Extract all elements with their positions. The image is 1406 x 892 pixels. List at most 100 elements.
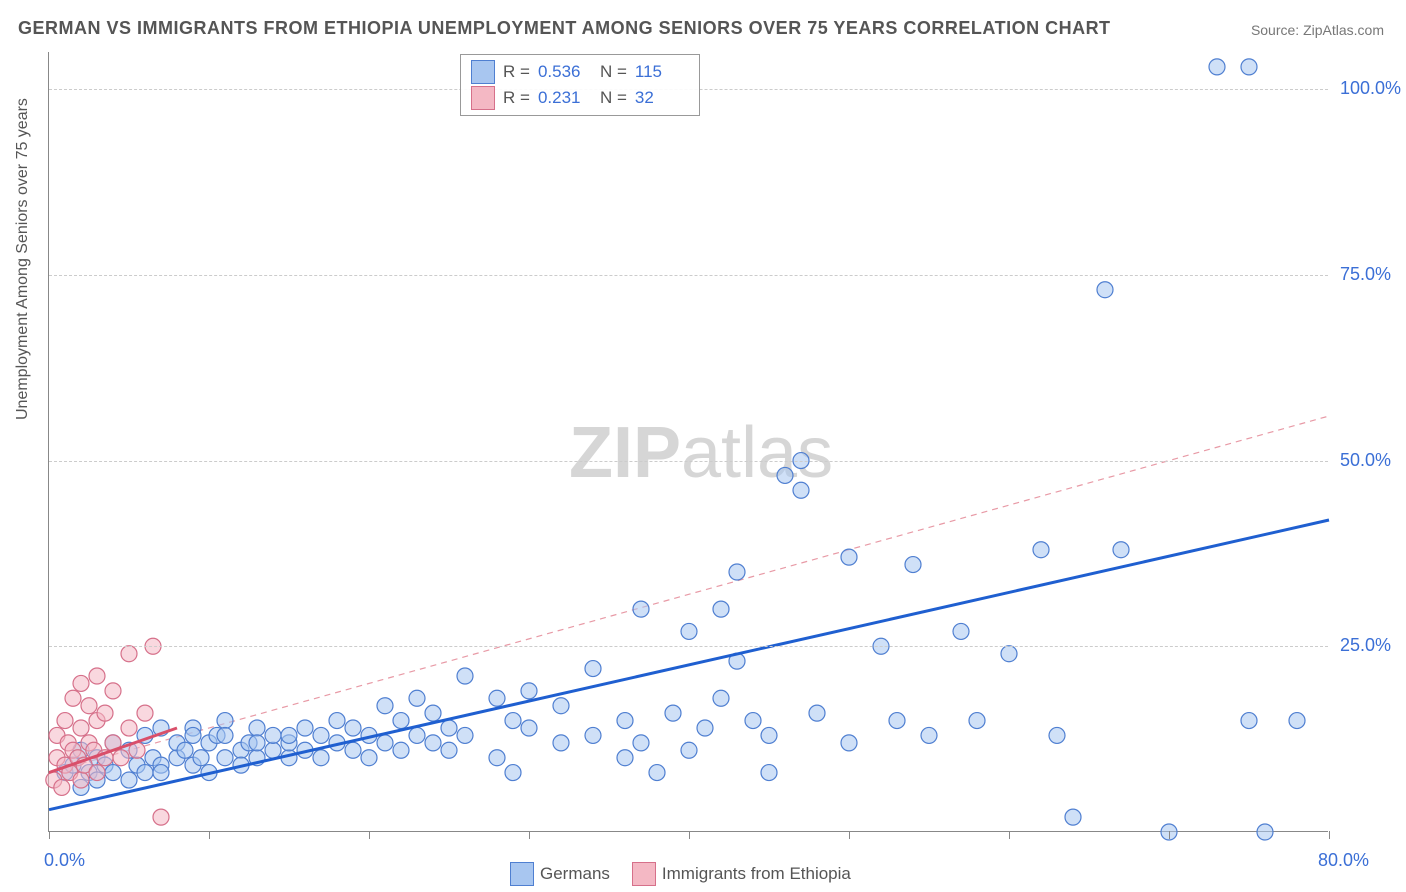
y-tick-25: 25.0% [1340,635,1391,656]
plot-area: ZIPatlas [48,52,1328,832]
data-point [393,713,409,729]
data-point [377,698,393,714]
data-point [297,720,313,736]
y-tick-50: 50.0% [1340,450,1391,471]
data-point [54,779,70,795]
data-point [761,765,777,781]
data-point [553,698,569,714]
data-point [73,772,89,788]
data-point [89,765,105,781]
data-point [1241,713,1257,729]
data-point [969,713,985,729]
data-point [889,713,905,729]
x-tick [49,831,50,839]
data-point [249,735,265,751]
data-point [425,735,441,751]
data-point [921,727,937,743]
data-point [409,690,425,706]
data-point [633,601,649,617]
data-point [761,727,777,743]
data-point [777,467,793,483]
page-title: GERMAN VS IMMIGRANTS FROM ETHIOPIA UNEMP… [18,18,1111,39]
legend-label-ethiopia: Immigrants from Ethiopia [662,864,851,884]
data-point [441,720,457,736]
gridline [49,461,1328,462]
data-point [137,765,153,781]
source-attribution: Source: ZipAtlas.com [1251,22,1384,38]
source-link[interactable]: ZipAtlas.com [1303,22,1384,38]
y-axis-label: Unemployment Among Seniors over 75 years [14,98,32,420]
stats-row-ethiopia: R = 0.231 N = 32 [471,85,689,111]
data-point [585,727,601,743]
data-point [345,720,361,736]
data-point [953,623,969,639]
data-point [377,735,393,751]
legend-swatch-ethiopia [632,862,656,886]
data-point [281,727,297,743]
r-label-1: R = [503,59,530,85]
x-tick [1009,831,1010,839]
stats-row-germans: R = 0.536 N = 115 [471,59,689,85]
data-point [313,727,329,743]
x-tick [849,831,850,839]
data-point [697,720,713,736]
data-point [177,742,193,758]
data-point [65,690,81,706]
r-value-2: 0.231 [538,85,592,111]
data-point [793,482,809,498]
n-value-2: 32 [635,85,689,111]
swatch-germans [471,60,495,84]
data-point [1241,59,1257,75]
data-point [1209,59,1225,75]
data-point [617,750,633,766]
chart-svg [49,52,1328,831]
data-point [121,720,137,736]
x-tick [689,831,690,839]
n-label-1: N = [600,59,627,85]
series-legend: Germans Immigrants from Ethiopia [510,862,851,886]
n-label-2: N = [600,85,627,111]
data-point [345,742,361,758]
x-tick [529,831,530,839]
data-point [713,690,729,706]
data-point [105,765,121,781]
data-point [409,727,425,743]
data-point [57,713,73,729]
source-prefix: Source: [1251,22,1303,38]
data-point [1289,713,1305,729]
data-point [105,683,121,699]
data-point [665,705,681,721]
data-point [649,765,665,781]
data-point [553,735,569,751]
data-point [137,705,153,721]
data-point [193,750,209,766]
data-point [153,765,169,781]
data-point [1049,727,1065,743]
data-point [97,705,113,721]
legend-label-germans: Germans [540,864,610,884]
data-point [457,727,473,743]
data-point [489,690,505,706]
data-point [505,765,521,781]
data-point [425,705,441,721]
y-tick-100: 100.0% [1340,78,1401,99]
data-point [217,727,233,743]
data-point [113,750,129,766]
x-tick [1169,831,1170,839]
data-point [153,809,169,825]
data-point [681,742,697,758]
n-value-1: 115 [635,59,689,85]
data-point [185,727,201,743]
data-point [457,668,473,684]
data-point [521,720,537,736]
data-point [841,549,857,565]
x-tick-80: 80.0% [1318,850,1369,871]
data-point [729,564,745,580]
data-point [1097,282,1113,298]
data-point [617,713,633,729]
data-point [329,713,345,729]
data-point [73,675,89,691]
r-label-2: R = [503,85,530,111]
x-tick [1329,831,1330,839]
data-point [809,705,825,721]
